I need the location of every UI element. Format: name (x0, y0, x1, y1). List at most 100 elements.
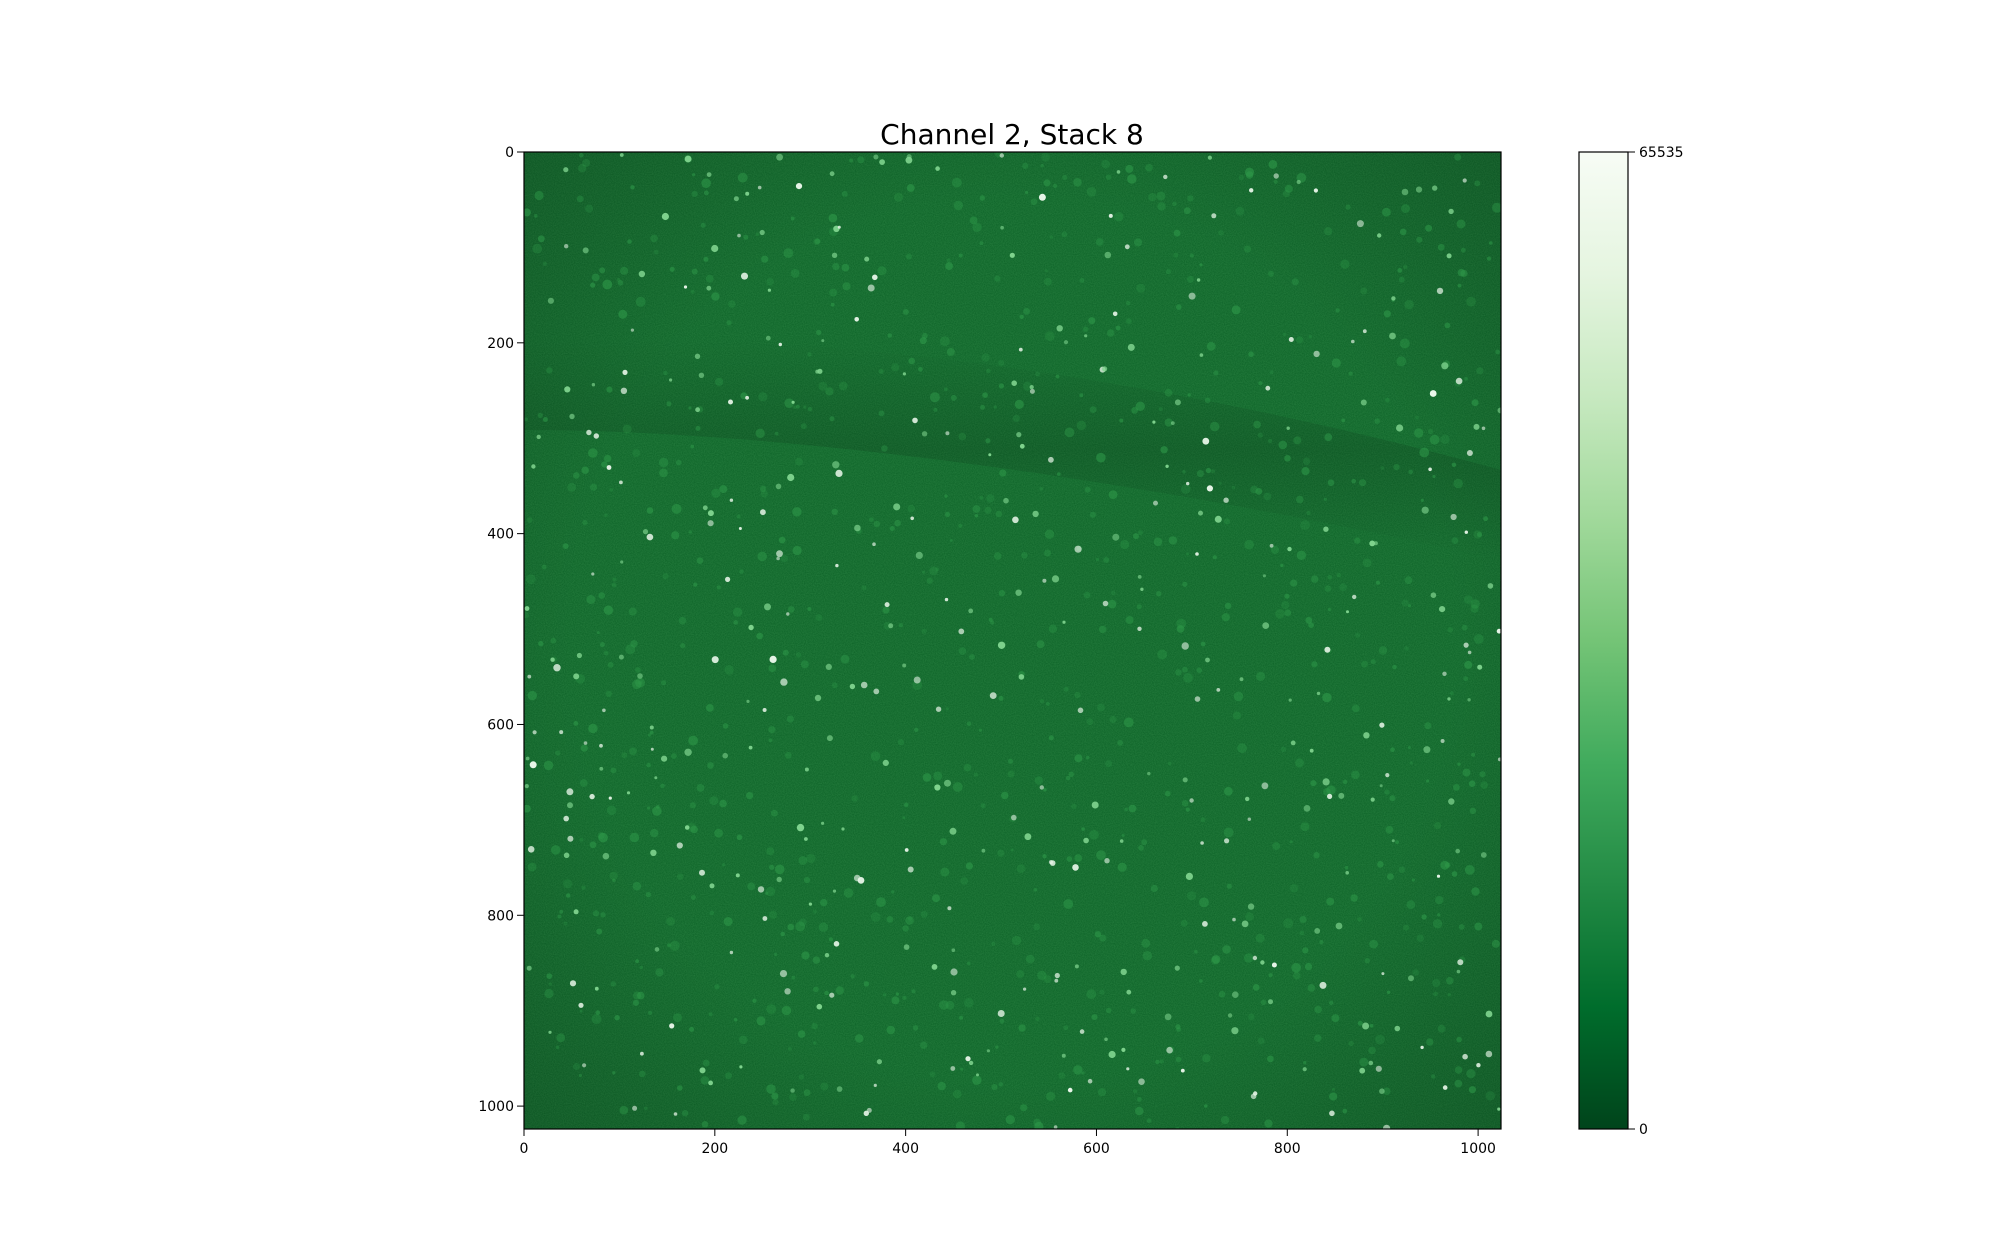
bright-spot (529, 761, 537, 769)
dim-spot (1395, 840, 1399, 844)
dim-spot (1340, 259, 1350, 269)
dim-spot (555, 750, 561, 756)
dim-spot (1138, 844, 1144, 851)
bright-spot (618, 654, 624, 660)
bright-spot (1015, 589, 1022, 596)
bright-spot (748, 745, 753, 750)
bright-spot (1091, 801, 1099, 809)
dim-spot (701, 178, 711, 188)
bright-spot (1252, 955, 1258, 961)
dim-spot (1339, 583, 1347, 591)
dim-spot (1361, 660, 1368, 668)
bright-spot (694, 353, 701, 359)
bright-spot (1385, 773, 1390, 778)
bright-spot (1394, 1025, 1401, 1032)
dim-spot (897, 739, 905, 746)
dim-spot (756, 632, 763, 640)
bright-spot (707, 510, 714, 517)
dim-spot (747, 882, 756, 891)
dim-spot (919, 337, 927, 345)
dim-spot (696, 557, 704, 564)
dim-spot (1280, 563, 1284, 568)
dim-spot (1220, 1115, 1230, 1125)
dim-spot (1025, 190, 1029, 195)
bright-spot (884, 602, 890, 608)
dim-spot (1387, 873, 1394, 880)
bright-spot (775, 483, 782, 490)
bright-spot (676, 842, 683, 849)
dim-spot (783, 248, 794, 258)
bright-spot (1083, 837, 1089, 844)
dim-spot (898, 623, 903, 628)
dim-spot (768, 738, 773, 743)
dim-spot (1284, 609, 1292, 617)
bright-spot (684, 748, 692, 756)
bright-spot (526, 965, 532, 971)
bright-spot (1288, 337, 1294, 342)
dim-spot (964, 998, 974, 1008)
dim-spot (1183, 207, 1191, 215)
dim-spot (984, 506, 992, 514)
bright-spot (1335, 922, 1343, 930)
dim-spot (851, 795, 858, 802)
bright-spot (1362, 329, 1367, 334)
bright-spot (586, 429, 592, 436)
dim-spot (787, 923, 795, 931)
dim-spot (769, 864, 775, 870)
dim-spot (939, 1000, 949, 1010)
dim-spot (891, 363, 900, 372)
bright-spot (1464, 530, 1469, 534)
bright-spot (1018, 347, 1023, 352)
bright-spot (1102, 600, 1109, 607)
dim-spot (792, 507, 802, 517)
bright-spot (997, 1010, 1005, 1017)
dim-spot (645, 891, 652, 898)
bright-spot (1053, 1125, 1058, 1129)
bright-spot (563, 167, 569, 173)
dim-spot (1042, 854, 1047, 859)
dim-spot (1278, 440, 1288, 450)
dim-spot (958, 523, 963, 529)
dim-spot (1480, 781, 1488, 789)
dim-spot (1115, 325, 1121, 331)
dim-spot (796, 404, 800, 409)
bright-spot (1290, 740, 1296, 746)
dim-spot (1063, 899, 1074, 909)
dim-spot (1444, 322, 1451, 329)
dim-spot (676, 873, 684, 880)
dim-spot (902, 925, 909, 932)
dim-spot (912, 680, 922, 691)
bright-spot (564, 386, 571, 393)
dim-spot (1153, 537, 1163, 547)
dim-spot (1289, 883, 1299, 893)
dim-spot (1248, 1013, 1255, 1021)
y-tick-label: 0 (505, 145, 514, 161)
dim-spot (944, 494, 948, 498)
bright-spot (912, 417, 918, 424)
dim-spot (586, 595, 596, 604)
bright-spot (817, 368, 823, 374)
bright-spot (599, 743, 603, 748)
bright-spot (915, 551, 923, 560)
dim-spot (774, 431, 779, 436)
dim-spot (1416, 934, 1425, 942)
dim-spot (691, 190, 698, 197)
bright-spot (594, 986, 599, 991)
bright-spot (1314, 928, 1321, 934)
dim-spot (1130, 1008, 1136, 1014)
dim-spot (1096, 850, 1106, 861)
dim-spot (831, 508, 838, 515)
bright-spot (944, 597, 949, 602)
dim-spot (1066, 856, 1073, 862)
dim-spot (1253, 420, 1261, 429)
dim-spot (629, 747, 637, 756)
dim-spot (1311, 575, 1319, 583)
bright-spot (950, 990, 957, 996)
dim-spot (771, 809, 778, 817)
bright-spot (1011, 380, 1017, 387)
bright-spot (566, 788, 574, 796)
dim-spot (1305, 616, 1313, 624)
dim-spot (639, 965, 644, 970)
dim-spot (806, 854, 816, 864)
dim-spot (578, 164, 587, 173)
